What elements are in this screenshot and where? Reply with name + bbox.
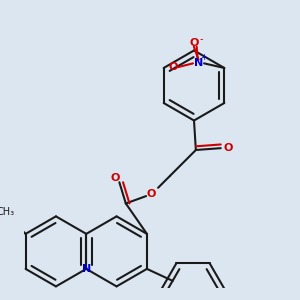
Text: -: - xyxy=(200,34,203,44)
Text: O: O xyxy=(168,62,177,72)
Text: O: O xyxy=(147,189,156,199)
Text: CH₃: CH₃ xyxy=(0,207,14,217)
Text: +: + xyxy=(201,53,208,62)
Text: N: N xyxy=(194,58,203,68)
Text: O: O xyxy=(110,172,119,183)
Text: O: O xyxy=(189,38,199,48)
Text: N: N xyxy=(82,264,91,274)
Text: O: O xyxy=(224,143,233,153)
